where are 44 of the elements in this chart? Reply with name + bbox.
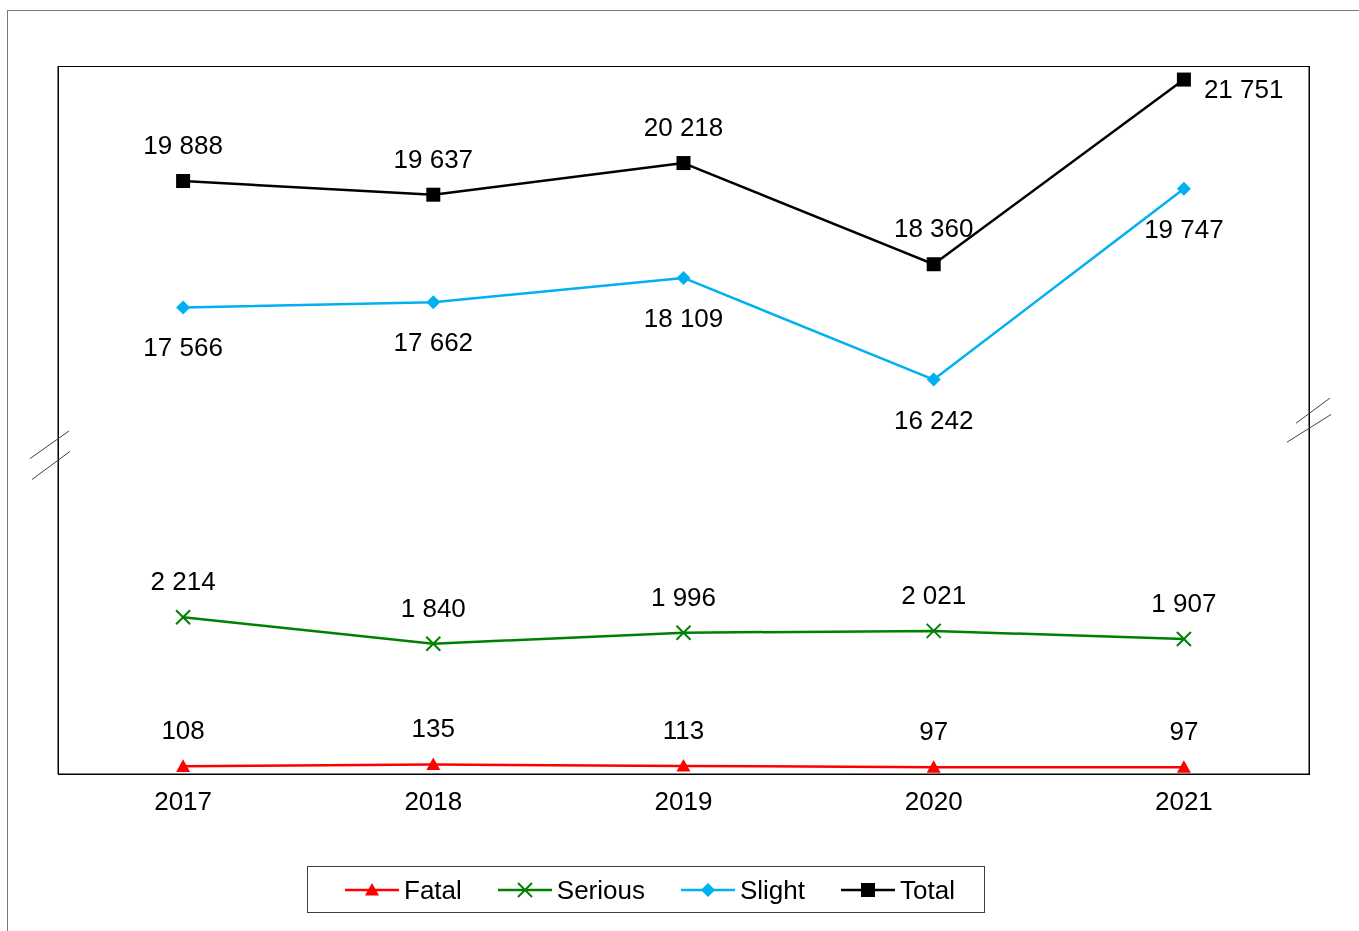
point (676, 156, 691, 171)
data-label: 135 (411, 713, 455, 744)
point (926, 257, 941, 272)
point (176, 300, 191, 315)
data-label: 21 751 (1203, 73, 1284, 104)
data-label: 19 747 (1144, 213, 1224, 244)
data-label: 97 (1169, 716, 1199, 747)
x-tick-label: 2017 (154, 786, 213, 817)
point (676, 270, 691, 285)
x-tick-label: 2019 (654, 786, 713, 817)
point (176, 174, 191, 189)
data-label: 2 021 (901, 579, 967, 610)
data-label: 17 662 (393, 327, 474, 358)
point (176, 759, 191, 772)
legend-label: Total (900, 874, 955, 905)
data-label: 19 637 (393, 143, 474, 174)
data-label: 1 907 (1151, 587, 1217, 618)
data-label: 18 360 (893, 213, 974, 244)
data-label: 16 242 (893, 404, 974, 435)
data-label: 113 (662, 715, 705, 745)
legend-label: Fatal (404, 874, 462, 905)
legend-label: Slight (739, 874, 806, 905)
x-tick-label: 2020 (904, 786, 963, 817)
data-label: 17 566 (143, 332, 223, 363)
point (1176, 72, 1191, 87)
data-label: 18 109 (643, 302, 724, 333)
data-label: 20 218 (643, 112, 724, 143)
point (926, 372, 941, 387)
data-label: 2 214 (150, 566, 216, 597)
point (1176, 760, 1191, 773)
point (676, 759, 691, 772)
point (426, 187, 441, 202)
data-label: 19 888 (143, 130, 223, 161)
point (926, 760, 941, 773)
point (1176, 181, 1191, 196)
point (426, 757, 441, 771)
x-tick-label: 2018 (404, 786, 463, 817)
data-label: 108 (161, 715, 205, 746)
x-tick-label: 2021 (1154, 786, 1213, 817)
data-label: 97 (919, 716, 949, 747)
legend-label: Serious (556, 874, 645, 905)
data-label: 1 840 (400, 592, 466, 623)
point (426, 295, 441, 310)
data-label: 1 996 (650, 581, 717, 612)
